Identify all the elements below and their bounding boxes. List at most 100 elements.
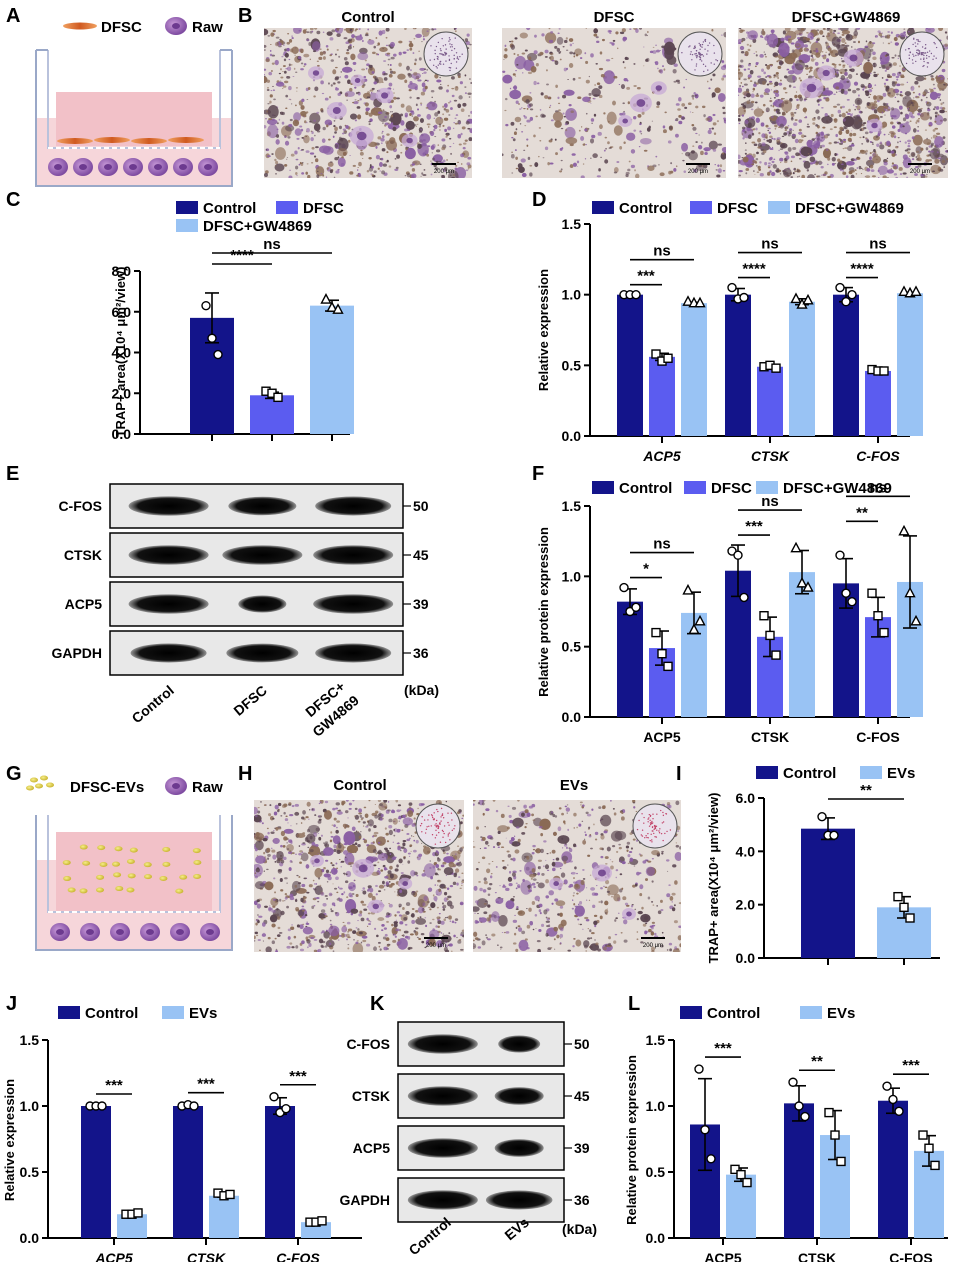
debris	[387, 800, 390, 803]
debris	[572, 899, 574, 901]
debris	[784, 28, 791, 33]
debris	[270, 32, 275, 37]
debris	[581, 820, 584, 822]
debris	[389, 853, 392, 856]
debris	[497, 846, 500, 849]
debris	[771, 118, 776, 122]
debris	[762, 103, 766, 107]
debris	[454, 918, 459, 921]
debris	[630, 905, 634, 908]
debris	[399, 850, 402, 852]
debris	[615, 876, 617, 879]
debris	[368, 856, 379, 862]
debris	[313, 939, 318, 941]
debris	[745, 142, 747, 145]
debris	[277, 868, 283, 872]
debris	[675, 844, 680, 848]
debris	[307, 86, 311, 90]
debris	[366, 943, 371, 947]
debris	[392, 934, 394, 936]
debris	[379, 46, 388, 52]
debris	[540, 848, 544, 854]
debris	[864, 86, 868, 89]
debris	[621, 861, 626, 865]
debris	[499, 885, 501, 887]
debris	[336, 826, 338, 829]
debris	[416, 875, 419, 877]
debris	[667, 140, 672, 144]
debris	[415, 839, 419, 844]
debris	[282, 71, 284, 73]
debris	[554, 120, 562, 128]
debris	[277, 827, 282, 830]
debris	[354, 99, 357, 101]
debris	[329, 169, 333, 174]
debris	[555, 152, 558, 156]
debris	[297, 147, 300, 150]
debris	[301, 816, 305, 820]
inset-dot	[715, 59, 717, 61]
debris	[841, 38, 846, 44]
debris	[911, 136, 915, 140]
debris	[883, 133, 886, 136]
debris	[873, 65, 875, 68]
debris	[359, 34, 362, 37]
debris	[433, 128, 436, 132]
debris	[838, 114, 842, 118]
debris	[678, 902, 681, 905]
inset-dot	[917, 43, 919, 45]
debris	[295, 908, 300, 912]
debris	[593, 113, 597, 117]
debris	[446, 916, 448, 919]
debris	[872, 155, 882, 164]
debris	[543, 865, 545, 868]
debris	[285, 125, 295, 132]
inset-dot	[920, 58, 922, 60]
debris	[302, 810, 306, 815]
debris	[483, 847, 487, 849]
debris	[420, 175, 422, 177]
debris	[693, 92, 696, 95]
debris	[741, 37, 746, 42]
debris	[626, 841, 631, 845]
debris	[874, 34, 878, 38]
debris	[750, 100, 755, 104]
debris	[618, 84, 621, 86]
debris	[332, 883, 334, 885]
debris	[851, 113, 853, 115]
debris	[795, 91, 798, 93]
debris	[757, 75, 762, 78]
debris	[322, 56, 326, 60]
debris	[886, 34, 891, 39]
debris	[902, 125, 905, 128]
debris	[357, 52, 369, 61]
debris	[334, 911, 338, 914]
debris	[330, 835, 334, 838]
debris	[438, 86, 443, 90]
debris	[386, 52, 391, 55]
inset-dot	[915, 45, 917, 48]
debris	[485, 936, 489, 939]
inset-dot	[926, 66, 929, 68]
debris	[947, 78, 948, 80]
debris	[428, 939, 433, 945]
debris	[313, 95, 316, 98]
debris	[557, 102, 561, 105]
inset-dot	[917, 39, 919, 41]
inset-dot	[927, 62, 930, 64]
debris	[764, 161, 768, 166]
debris	[377, 167, 380, 170]
debris	[394, 158, 397, 160]
debris	[418, 937, 422, 941]
debris	[283, 803, 288, 807]
debris	[691, 94, 695, 98]
debris	[565, 49, 569, 51]
debris	[628, 160, 631, 163]
debris	[303, 138, 305, 140]
debris	[757, 106, 759, 108]
debris	[373, 81, 378, 85]
debris	[639, 884, 644, 890]
inset-dot	[923, 64, 925, 67]
debris	[674, 851, 681, 862]
debris	[306, 939, 311, 944]
